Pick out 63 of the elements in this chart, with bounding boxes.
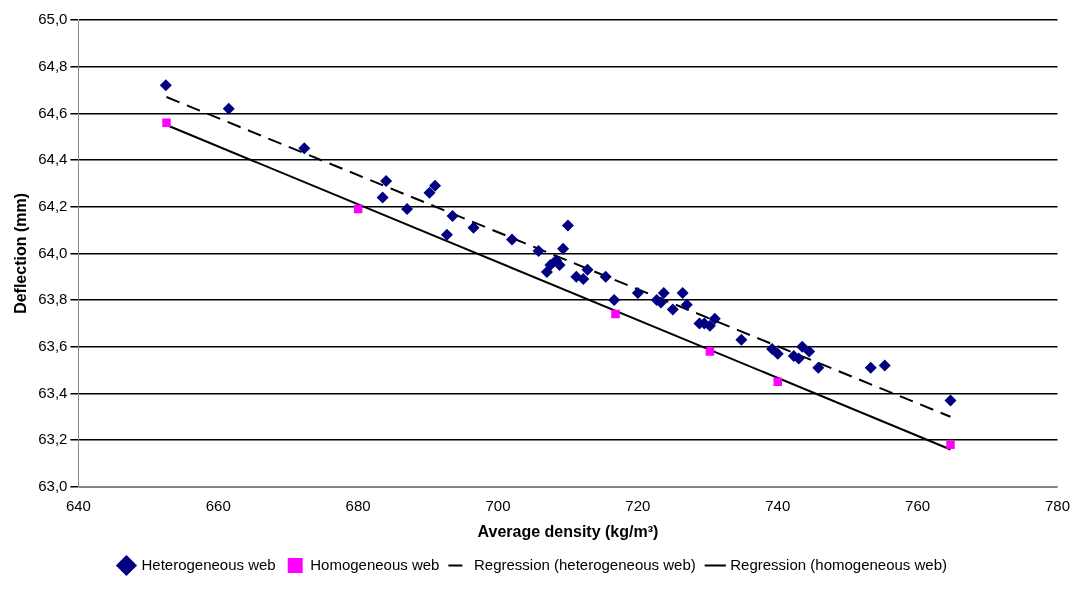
point (812, 361, 825, 374)
point (611, 309, 620, 319)
point (222, 102, 235, 115)
point (467, 221, 480, 234)
point (380, 175, 393, 188)
point (878, 359, 891, 372)
x-tick-label: 660 (205, 496, 231, 514)
point (708, 312, 721, 325)
y-tick-label: 63,8 (38, 290, 68, 308)
point (771, 347, 784, 360)
point (540, 266, 553, 279)
point (946, 440, 955, 450)
point (505, 233, 518, 246)
point (666, 303, 679, 316)
y-tick-label: 64,8 (38, 56, 68, 74)
point (735, 333, 748, 346)
point (429, 179, 442, 192)
x-tick-label: 700 (485, 496, 511, 514)
x-tick-label: 780 (1044, 496, 1070, 514)
point (162, 118, 171, 127)
point (376, 191, 389, 204)
point (657, 287, 670, 300)
y-tick-label: 63,0 (38, 476, 68, 494)
point (401, 203, 414, 216)
point (680, 298, 693, 311)
point (705, 347, 715, 356)
y-tick-label: 64,2 (38, 196, 68, 214)
y-tick-label: 64,0 (38, 243, 68, 261)
point (298, 142, 311, 155)
x-axis-title: Average density (kg/m³) (477, 522, 659, 540)
legend-label: Regression (homogeneous web) (730, 555, 948, 573)
y-tick-label: 63,2 (38, 430, 68, 448)
x-tick-label: 760 (905, 496, 931, 514)
y-tick-label: 64,4 (38, 150, 68, 168)
x-tick-label: 740 (765, 496, 791, 514)
point (423, 186, 436, 199)
y-tick-label: 63,6 (38, 336, 68, 354)
point (631, 287, 644, 300)
legend-label: Heterogeneous web (141, 555, 276, 573)
x-tick-label: 680 (345, 496, 371, 514)
point (864, 361, 877, 374)
point (796, 340, 809, 353)
point (159, 79, 172, 92)
legend-label: Homogeneous web (310, 555, 440, 573)
point (944, 394, 957, 407)
point (608, 294, 621, 307)
point (561, 219, 574, 232)
y-axis-title: Deflection (mm) (12, 192, 30, 314)
point (577, 273, 590, 286)
x-tick-label: 720 (625, 496, 651, 514)
x-tick-label: 640 (65, 496, 91, 514)
point (446, 210, 459, 223)
point (803, 345, 816, 358)
legend-label: Regression (heterogeneous web) (473, 555, 696, 573)
point (581, 263, 594, 276)
point (532, 245, 545, 258)
y-tick-label: 64,6 (38, 103, 68, 121)
y-tick-label: 65,0 (38, 10, 68, 28)
point (599, 270, 612, 283)
y-tick-label: 63,4 (38, 383, 68, 401)
point (557, 242, 570, 255)
point (676, 287, 689, 300)
point (440, 228, 453, 241)
